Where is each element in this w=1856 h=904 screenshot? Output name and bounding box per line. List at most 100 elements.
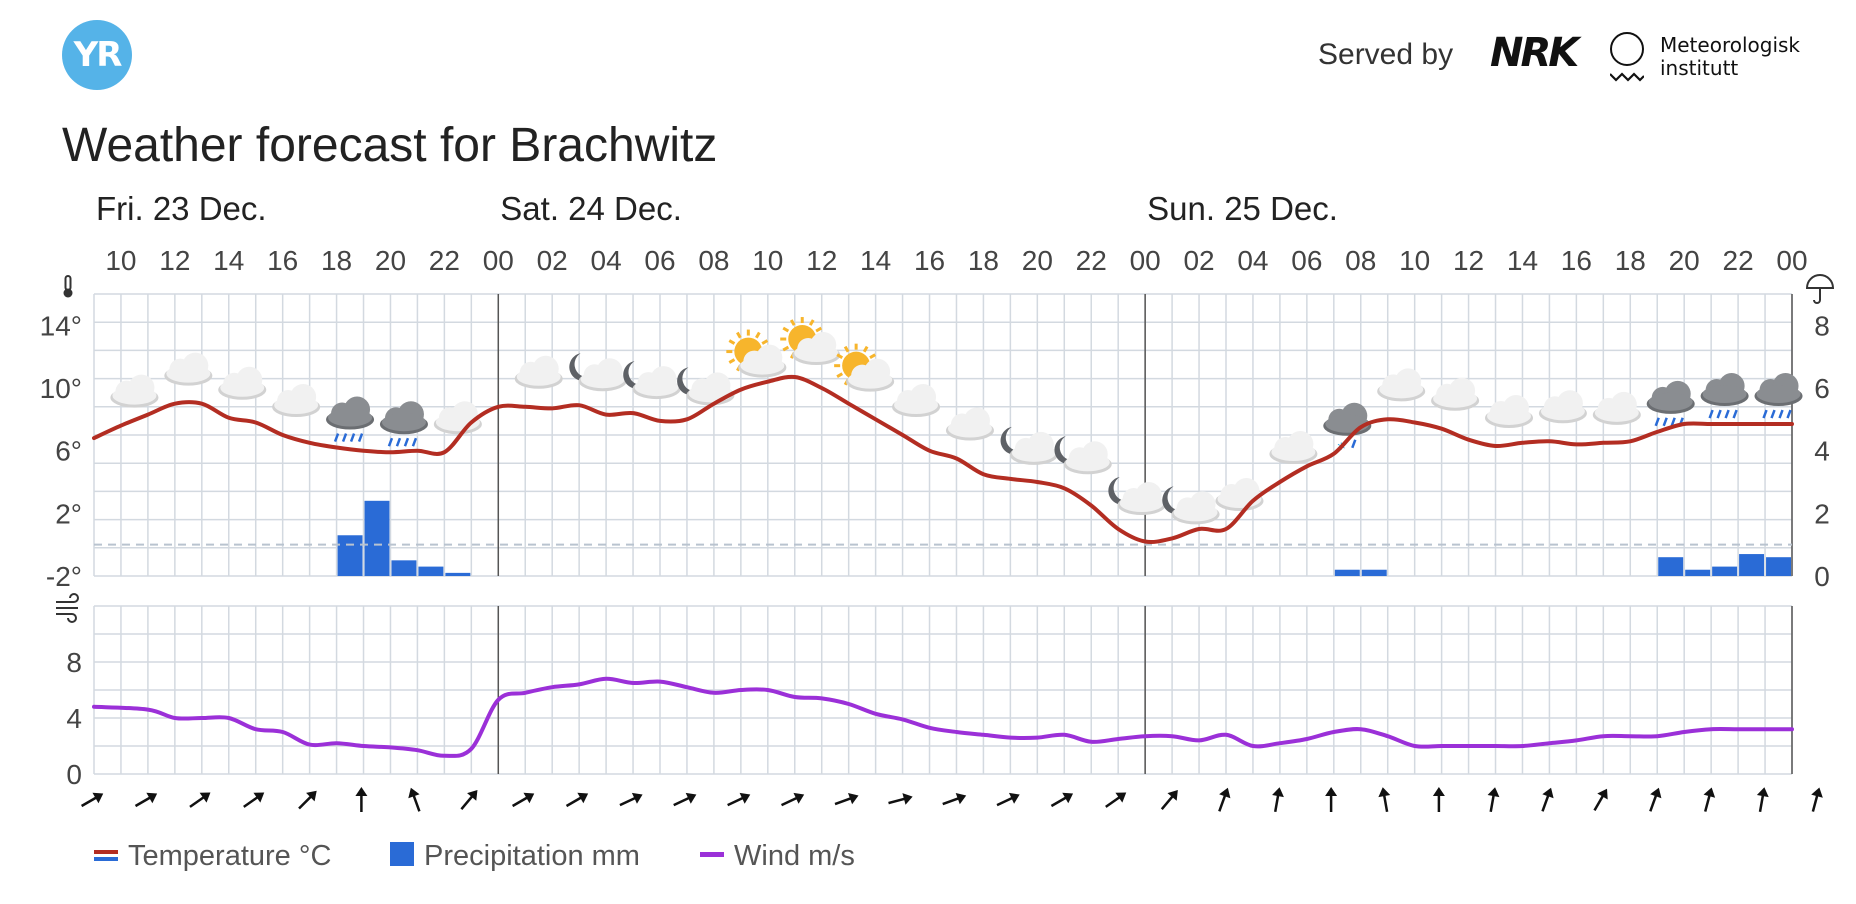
cloud-shape	[580, 370, 625, 389]
sun-ray	[815, 326, 823, 333]
sun-cloud-icon	[726, 329, 787, 378]
wind-arrow-icon	[1272, 787, 1284, 813]
wind-arrow-icon	[996, 792, 1020, 807]
yr-logo[interactable]: YR	[62, 20, 132, 90]
hour-tick-label: 16	[267, 245, 298, 276]
cloud-shape	[1119, 494, 1164, 512]
hour-tick-label: 08	[1345, 245, 1376, 276]
wind-arrow-icon	[1541, 787, 1554, 812]
arrow-head	[1167, 790, 1178, 801]
page-title: Weather forecast for Brachwitz	[62, 119, 718, 172]
header: YR Served by NRK Meteorologisk institutt	[0, 0, 1856, 110]
arrow-head	[199, 792, 211, 803]
hour-tick-label: 00	[483, 245, 514, 276]
precipitation-axis-label: 6	[1814, 373, 1830, 404]
arrow-head	[1378, 787, 1391, 798]
moon-cloud-icon	[1054, 436, 1112, 475]
rain-drop	[1716, 409, 1722, 419]
precipitation-bar[interactable]	[364, 500, 390, 576]
precipitation-bar[interactable]	[1361, 569, 1387, 576]
rain-drop	[341, 433, 348, 442]
rain-cloud-icon	[1646, 380, 1695, 427]
arrow-head	[1703, 787, 1716, 798]
hour-tick-label: 20	[375, 245, 406, 276]
moon-cloud-icon	[1108, 477, 1166, 515]
precipitation-bar[interactable]	[1685, 569, 1711, 576]
cloud-shape	[688, 384, 733, 403]
moon-shape	[569, 353, 595, 381]
precipitation-bar[interactable]	[418, 566, 444, 576]
legend-label: Precipitation mm	[424, 840, 640, 872]
arrow-head	[955, 792, 967, 805]
precipitation-bar[interactable]	[337, 535, 363, 576]
met-logo-text[interactable]: Meteorologisk institutt	[1660, 34, 1800, 80]
cloud-shape	[516, 367, 561, 386]
rain-drop	[357, 433, 364, 442]
precipitation-bar[interactable]	[1766, 557, 1791, 576]
moon-cloud-icon	[1162, 486, 1220, 525]
precipitation-bar[interactable]	[1712, 566, 1738, 576]
wind-arrow-icon	[834, 792, 859, 806]
axis-icons	[56, 274, 1835, 623]
rain-cloud-icon	[1754, 373, 1803, 419]
sun-ray	[761, 339, 769, 345]
sun-ray	[782, 326, 790, 333]
cloud-icon	[433, 401, 482, 435]
sun-ray	[789, 319, 796, 326]
rain-drop	[1351, 439, 1357, 449]
temperature-line	[92, 374, 1794, 544]
cloud-icon	[218, 366, 267, 400]
hour-tick-label: 04	[1237, 245, 1268, 276]
sun-cloud-icon	[780, 317, 841, 366]
precipitation-bar[interactable]	[1334, 569, 1360, 576]
rain-drop	[1786, 409, 1792, 419]
precipitation-axis-label: 4	[1814, 436, 1830, 467]
legend-item-temperature[interactable]: Temperature °C	[94, 840, 331, 872]
axis-labels: 14° 10° 6° 2° -2° 8 6 4 2 0 8 4 0	[40, 310, 1830, 790]
cloud-icon	[945, 407, 994, 441]
moon-shape	[1162, 486, 1188, 515]
wind-arrow-icon	[1160, 790, 1178, 810]
precipitation-bar[interactable]	[1739, 554, 1765, 576]
cloud-shape	[740, 356, 785, 375]
wind-arrow-icon	[619, 792, 643, 807]
hour-tick-label: 12	[159, 245, 190, 276]
legend-item-precipitation[interactable]: Precipitation mm	[390, 840, 640, 872]
arrow-head	[1650, 787, 1662, 799]
arrow-head	[739, 792, 751, 804]
day-label: Sun. 25 Dec.	[1147, 190, 1338, 227]
wind-arrow-icon	[1378, 787, 1391, 813]
wind-line	[92, 676, 1794, 758]
hour-tick-label: 14	[860, 245, 891, 276]
hour-tick-label: 12	[806, 245, 837, 276]
hour-tick-label: 16	[914, 245, 945, 276]
arrow-head	[1432, 787, 1445, 796]
legend-item-wind[interactable]: Wind m/s	[700, 840, 855, 872]
hour-tick-label: 00	[1776, 245, 1807, 276]
arrow-head	[408, 787, 420, 799]
precipitation-bar[interactable]	[391, 560, 417, 576]
hour-tick-label: 10	[105, 245, 136, 276]
precipitation-bar[interactable]	[1658, 557, 1684, 576]
precipitation-axis-label: 2	[1814, 498, 1830, 529]
hour-tick-label: 10	[752, 245, 783, 276]
met-line2: institutt	[1660, 56, 1739, 80]
arrow-head	[467, 790, 478, 801]
arrow-head	[146, 792, 158, 804]
precipitation-bar[interactable]	[445, 572, 471, 576]
moon-shape	[623, 361, 649, 389]
arrow-head	[1487, 787, 1500, 798]
cloud-icon	[1431, 377, 1480, 411]
arrow-head	[1272, 787, 1284, 798]
rain-cloud-icon	[1700, 373, 1749, 419]
cloud-icon	[1215, 478, 1264, 511]
legend-label: Wind m/s	[734, 840, 855, 872]
nrk-logo[interactable]: NRK	[1490, 30, 1579, 76]
cloud-icon	[1269, 431, 1318, 464]
sun-ray	[782, 345, 790, 352]
rain-drop	[1662, 417, 1668, 427]
arrow-head	[848, 792, 859, 805]
cloud-icon	[110, 374, 159, 408]
hour-tick-label: 04	[591, 245, 622, 276]
wind-arrow-icon	[1050, 792, 1074, 808]
